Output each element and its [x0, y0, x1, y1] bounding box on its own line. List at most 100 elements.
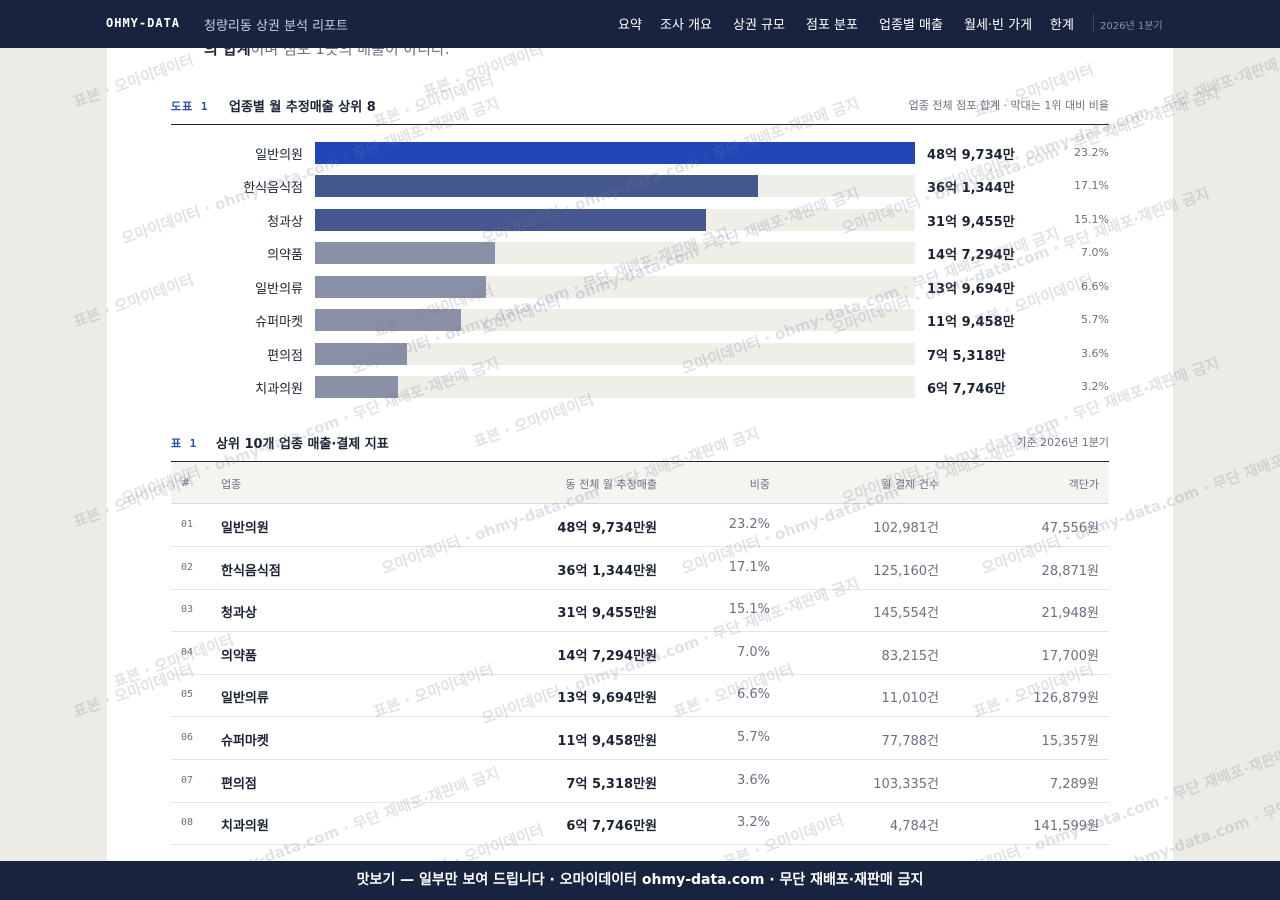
cell-share: 5.7%: [736, 730, 770, 745]
report-page: 의 합계이며 점포 1곳의 매출이 아니다. 도표 1 업종별 월 추정매출 상…: [107, 48, 1173, 861]
col-header-unit-price: 객단가: [1068, 478, 1099, 491]
bar: [315, 343, 408, 365]
cell-industry: 일반의류: [221, 691, 269, 706]
bar-label: 일반의류: [255, 282, 303, 297]
cell-industry: 편의점: [221, 777, 257, 792]
cell-rank: 04: [181, 647, 194, 658]
cell-sales: 6억 7,746만원: [566, 819, 657, 834]
figure-tag: 도표 1: [171, 100, 209, 113]
table-row: 04 의약품 14억 7,294만원 7.0% 83,215건 17,700원: [171, 632, 1109, 675]
nav-link-limitations[interactable]: 한계: [1050, 18, 1074, 33]
nav-link-store-distribution[interactable]: 점포 분포: [806, 18, 858, 33]
bar-row: 일반의원 48억 9,734만 23.2%: [171, 142, 1109, 164]
cell-share: 23.2%: [728, 517, 770, 532]
period-label: 2026년 1분기: [1100, 21, 1163, 32]
bar-row: 한식음식점 36억 1,344만 17.1%: [171, 175, 1109, 197]
cell-unit-price: 47,556원: [1041, 521, 1099, 536]
cell-sales: 7억 5,318만원: [566, 777, 657, 792]
bar-label: 치과의원: [255, 382, 303, 397]
cell-share: 7.0%: [736, 645, 770, 660]
cell-sales: 14억 7,294만원: [557, 649, 657, 664]
cell-unit-price: 15,357원: [1041, 734, 1099, 749]
bar-label: 한식음식점: [243, 181, 303, 196]
cell-industry: 한식음식점: [221, 564, 281, 579]
table-column-headers: # 업종 동 전체 월 추정매출 비중 월 결제 건수 객단가: [171, 462, 1109, 504]
cell-unit-price: 21,948원: [1041, 606, 1099, 621]
cell-share: 6.6%: [736, 687, 770, 702]
cell-rank: 01: [181, 519, 194, 530]
bar-value-label: 36억 1,344만: [927, 181, 1015, 196]
bar: [315, 309, 462, 331]
col-header-payments: 월 결제 건수: [881, 478, 939, 491]
col-header-share: 비중: [749, 478, 770, 491]
cell-industry: 일반의원: [221, 521, 269, 536]
table-note: 기준 2026년 1분기: [1016, 436, 1109, 449]
bar-value-label: 6억 7,746만: [927, 382, 1006, 397]
figure-title: 업종별 월 추정매출 상위 8: [229, 100, 376, 115]
cell-payments: 145,554건: [873, 606, 939, 621]
top-navbar: OHMY-DATA 청량리동 상권 분석 리포트 요약 조사 개요 상권 규모 …: [0, 0, 1280, 48]
cell-unit-price: 141,599원: [1033, 819, 1099, 834]
bar-row: 의약품 14억 7,294만 7.0%: [171, 242, 1109, 264]
bar-label: 슈퍼마켓: [255, 315, 303, 330]
bar-value-label: 11억 9,458만: [927, 315, 1015, 330]
bar-value-label: 7억 5,318만: [927, 349, 1006, 364]
cell-payments: 11,010건: [881, 691, 939, 706]
bar-track: [315, 175, 915, 197]
cell-sales: 13억 9,694만원: [557, 691, 657, 706]
cell-industry: 슈퍼마켓: [221, 734, 269, 749]
cell-industry: 의약품: [221, 649, 257, 664]
cell-sales: 36억 1,344만원: [557, 564, 657, 579]
bar-track: [315, 276, 915, 298]
bar-value-label: 48억 9,734만: [927, 148, 1015, 163]
table-row: 08 치과의원 6억 7,746만원 3.2% 4,784건 141,599원: [171, 802, 1109, 845]
brand-logo[interactable]: OHMY-DATA: [106, 16, 181, 30]
table-row: 02 한식음식점 36억 1,344만원 17.1% 125,160건 28,8…: [171, 547, 1109, 590]
bar-row: 치과의원 6억 7,746만 3.2%: [171, 376, 1109, 398]
cell-rank: 03: [181, 604, 194, 615]
table-row: 05 일반의류 13억 9,694만원 6.6% 11,010건 126,879…: [171, 674, 1109, 717]
bar-row: 편의점 7억 5,318만 3.6%: [171, 343, 1109, 365]
cell-payments: 83,215건: [881, 649, 939, 664]
bar-track: [315, 376, 915, 398]
nav-divider: [1093, 14, 1094, 32]
bar: [315, 209, 707, 231]
cell-sales: 31억 9,455만원: [557, 606, 657, 621]
cell-industry: 치과의원: [221, 819, 269, 834]
cell-sales: 11억 9,458만원: [557, 734, 657, 749]
cell-sales: 48억 9,734만원: [557, 521, 657, 536]
table-title: 상위 10개 업종 매출·결제 지표: [216, 437, 389, 452]
cell-unit-price: 17,700원: [1041, 649, 1099, 664]
cell-rank: 02: [181, 562, 194, 573]
bar-share-label: 3.6%: [1081, 347, 1109, 360]
figure-note: 업종 전체 점포 합계 · 막대는 1위 대비 비율: [908, 99, 1109, 112]
nav-link-summary[interactable]: 요약: [618, 18, 642, 33]
main-nav: 요약 조사 개요 상권 규모 점포 분포 업종별 매출 월세·빈 가게 한계: [0, 14, 1280, 34]
bar-label: 일반의원: [255, 148, 303, 163]
figure-header: 도표 1 업종별 월 추정매출 상위 8 업종 전체 점포 합계 · 막대는 1…: [171, 95, 1109, 125]
col-header-rank: #: [181, 476, 191, 489]
nav-link-survey-overview[interactable]: 조사 개요: [660, 18, 712, 33]
table-header-section: 표 1 상위 10개 업종 매출·결제 지표 기준 2026년 1분기: [171, 432, 1109, 462]
bar-share-label: 23.2%: [1074, 146, 1109, 159]
nav-link-sales-by-industry[interactable]: 업종별 매출: [879, 18, 943, 33]
nav-link-market-size[interactable]: 상권 규모: [733, 18, 785, 33]
bar: [315, 242, 496, 264]
col-header-sales: 동 전체 월 추정매출: [565, 478, 657, 491]
bar-label: 청과상: [267, 215, 303, 230]
table-row: 03 청과상 31억 9,455만원 15.1% 145,554건 21,948…: [171, 589, 1109, 632]
bar: [315, 142, 915, 164]
cell-payments: 125,160건: [873, 564, 939, 579]
cell-share: 3.2%: [736, 815, 770, 830]
cell-rank: 07: [181, 775, 194, 786]
sample-notice-footer: 맛보기 — 일부만 보여 드립니다 · 오마이데이터 ohmy-data.com…: [0, 861, 1280, 900]
bar-track: [315, 209, 915, 231]
bar-value-label: 14억 7,294만: [927, 248, 1015, 263]
bar-value-label: 13억 9,694만: [927, 282, 1015, 297]
col-header-industry: 업종: [221, 478, 242, 491]
table-row: 06 슈퍼마켓 11억 9,458만원 5.7% 77,788건 15,357원: [171, 717, 1109, 760]
nav-link-rent-vacancy[interactable]: 월세·빈 가게: [964, 18, 1033, 33]
bar-track: [315, 309, 915, 331]
cell-share: 15.1%: [728, 602, 770, 617]
bar-share-label: 15.1%: [1074, 213, 1109, 226]
